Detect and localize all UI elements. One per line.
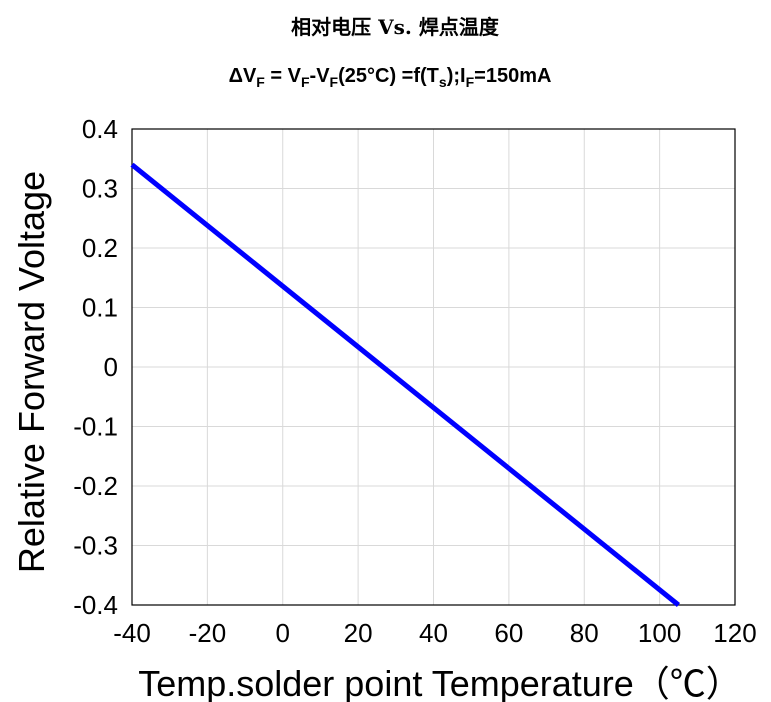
subtitle-part: F: [256, 74, 265, 90]
x-tick-label: 100: [638, 618, 681, 648]
chart-subtitle: ΔVF = VF-VF(25°C) =f(Ts);IF=150mA: [229, 65, 552, 90]
x-tick-label: 20: [344, 618, 373, 648]
subtitle-part: (25°C) =f(T: [338, 65, 439, 87]
y-tick-label: 0.1: [82, 293, 118, 323]
y-tick-label: 0.3: [82, 174, 118, 204]
subtitle-part: F: [330, 74, 339, 90]
subtitle-part: ΔV: [229, 65, 257, 87]
y-axis-ticks: 0.4 0.3 0.2 0.1 0 -0.1 -0.2 -0.3 -0.4: [73, 114, 118, 620]
subtitle-part: F: [466, 74, 475, 90]
y-tick-label: -0.2: [73, 471, 118, 501]
series-layer: [130, 162, 681, 607]
y-axis-label: Relative Forward Voltage: [11, 171, 52, 573]
subtitle-part: -V: [310, 65, 331, 87]
y-tick-label: 0.4: [82, 114, 118, 144]
subtitle-part: F: [301, 74, 310, 90]
subtitle-part: = V: [265, 65, 302, 87]
x-tick-label: -20: [189, 618, 227, 648]
grid: [132, 129, 735, 605]
chart-title: 相对电压 Vs. 焊点温度: [291, 15, 500, 39]
y-tick-label: -0.3: [73, 531, 118, 561]
subtitle-part: );I: [447, 65, 466, 87]
x-tick-label: 60: [494, 618, 523, 648]
x-axis-label: Temp.solder point Temperature（℃）: [138, 663, 742, 702]
subtitle-part: =150mA: [474, 65, 551, 87]
x-tick-label: 0: [276, 618, 290, 648]
series-line: [130, 162, 681, 607]
y-tick-label: 0.2: [82, 233, 118, 263]
x-tick-label: 80: [570, 618, 599, 648]
x-axis-ticks: -40 -20 0 20 40 60 80 100 120: [113, 618, 756, 648]
subtitle-part: s: [439, 74, 447, 90]
x-tick-label: 40: [419, 618, 448, 648]
y-tick-label: 0: [104, 352, 118, 382]
x-tick-label: 120: [713, 618, 756, 648]
y-tick-label: -0.1: [73, 412, 118, 442]
x-tick-label: -40: [113, 618, 151, 648]
y-tick-label: -0.4: [73, 590, 118, 620]
plot-frame: [131, 128, 736, 606]
